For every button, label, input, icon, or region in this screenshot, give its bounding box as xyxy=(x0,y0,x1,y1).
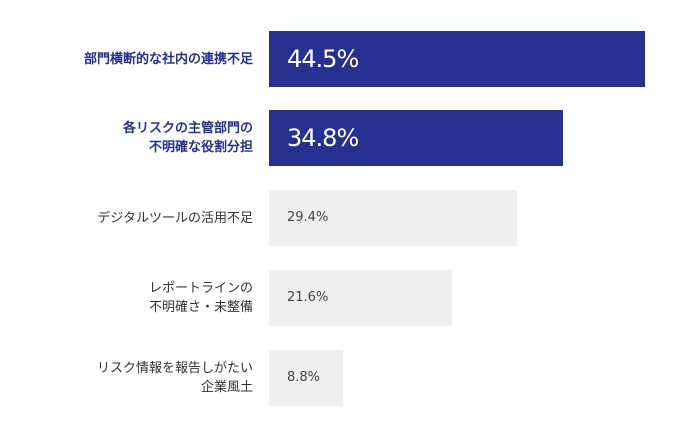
category-label-1: 部門横断的な社内の連携不足 xyxy=(84,50,253,69)
category-label-line: リスク情報を報告しがたい xyxy=(96,361,253,376)
category-label-line: 不明確な役割分担 xyxy=(148,140,253,155)
category-label-line: 各リスクの主管部門の xyxy=(122,121,253,136)
category-label-line: レポートラインの xyxy=(148,281,253,296)
category-label-line: 部門横断的な社内の連携不足 xyxy=(83,51,253,67)
category-label-line: 企業風土 xyxy=(200,380,253,395)
bar-value-label-2: 34.8% xyxy=(287,124,359,152)
bar-value-label-5: 8.8% xyxy=(287,370,321,385)
bar-5 xyxy=(269,350,343,406)
category-label-4: レポートラインの 不明確さ・未整備 xyxy=(149,279,253,317)
category-label-line: デジタルツールの活用不足 xyxy=(97,210,253,226)
category-label-line: 不明確さ・未整備 xyxy=(148,300,253,315)
bar-value-label-4: 21.6% xyxy=(287,290,329,305)
bar-3 xyxy=(269,190,517,246)
bar-4 xyxy=(269,270,452,326)
bar-value-label-3: 29.4% xyxy=(287,210,329,225)
category-label-5: リスク情報を報告しがたい企業風土 xyxy=(97,359,253,397)
bar-value-label-1: 44.5% xyxy=(287,45,359,73)
bar-2 xyxy=(269,110,563,166)
category-label-2: 各リスクの主管部門の不明確な役割分担 xyxy=(123,119,253,157)
category-label-3: デジタルツールの活用不足 xyxy=(97,209,253,228)
bar-1 xyxy=(269,31,645,87)
